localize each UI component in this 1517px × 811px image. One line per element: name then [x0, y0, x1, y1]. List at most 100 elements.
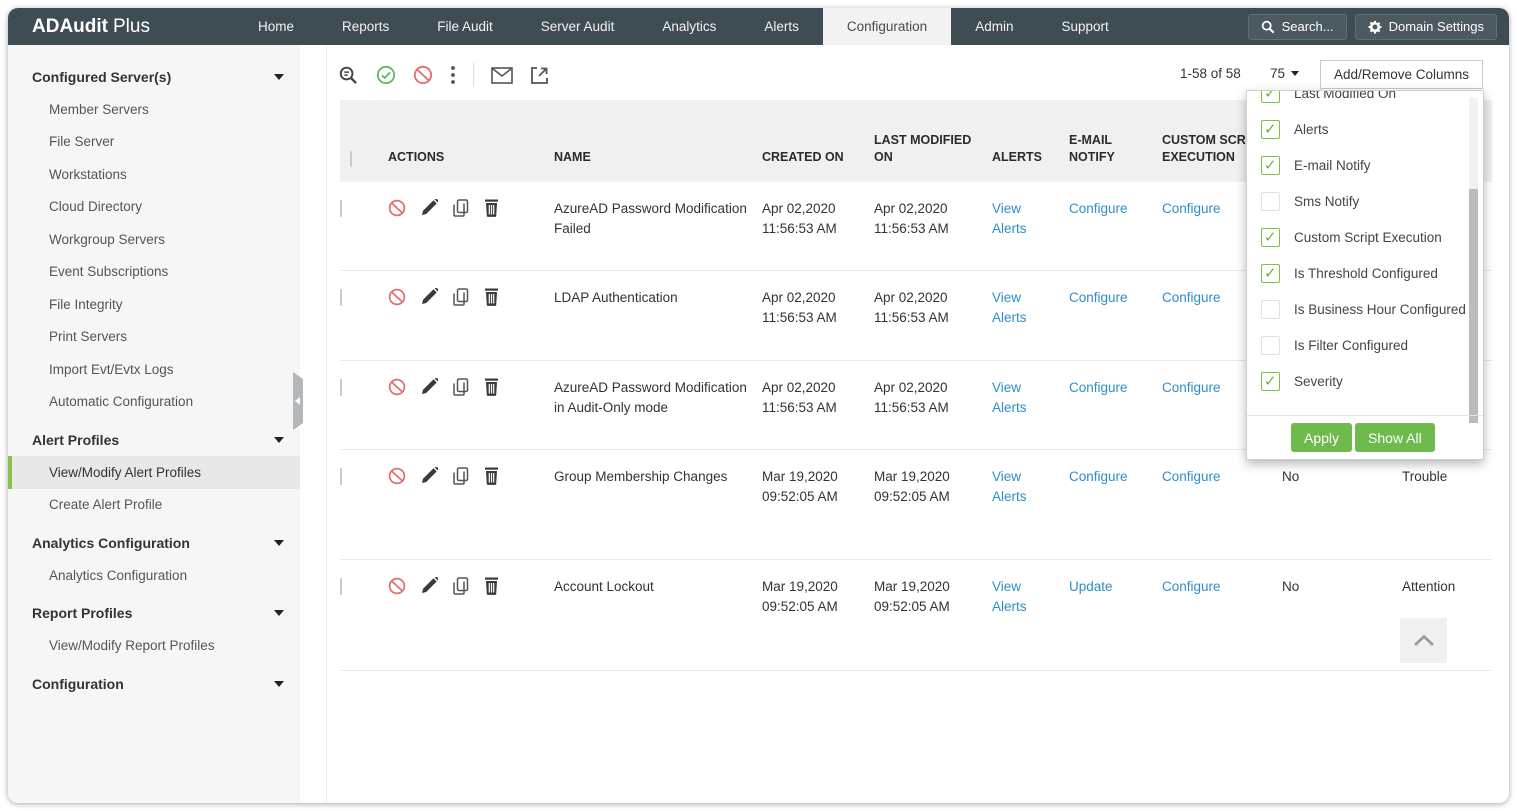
- sidebar-item-import-evt-logs[interactable]: Import Evt/Evtx Logs: [49, 361, 174, 377]
- column-option-last-modified-on[interactable]: Last Modified On: [1247, 91, 1483, 111]
- nav-item-admin[interactable]: Admin: [975, 19, 1014, 34]
- custom-script-link[interactable]: Configure: [1162, 290, 1221, 305]
- checkbox-icon[interactable]: [1261, 335, 1280, 355]
- disable-icon[interactable]: [388, 378, 406, 396]
- row-checkbox[interactable]: [340, 200, 342, 217]
- view-alerts-link[interactable]: View Alerts: [992, 380, 1027, 416]
- advanced-search-icon[interactable]: [338, 65, 359, 86]
- domain-settings-button[interactable]: Domain Settings: [1354, 13, 1497, 40]
- sidebar-item-workgroup-servers[interactable]: Workgroup Servers: [49, 231, 166, 247]
- checkbox-icon[interactable]: [1261, 227, 1280, 247]
- disable-icon[interactable]: [388, 199, 406, 217]
- nav-item-support[interactable]: Support: [1061, 19, 1109, 34]
- disable-alert-icon[interactable]: [413, 65, 433, 85]
- view-alerts-link[interactable]: View Alerts: [992, 579, 1027, 615]
- custom-script-link[interactable]: Configure: [1162, 201, 1221, 216]
- checkbox-icon[interactable]: [1261, 91, 1280, 103]
- checkbox-icon[interactable]: [1261, 155, 1280, 175]
- row-checkbox[interactable]: [340, 289, 342, 306]
- copy-icon[interactable]: [453, 467, 469, 485]
- column-option-alerts[interactable]: Alerts: [1247, 111, 1483, 147]
- delete-icon[interactable]: [484, 577, 499, 595]
- scroll-to-top-button[interactable]: [1400, 618, 1447, 663]
- edit-icon[interactable]: [421, 378, 438, 395]
- sidebar-item-file-server[interactable]: File Server: [49, 134, 115, 150]
- edit-icon[interactable]: [421, 577, 438, 594]
- checkbox-icon[interactable]: [1261, 119, 1280, 139]
- email-notify-link[interactable]: Update: [1069, 579, 1113, 594]
- checkbox-icon[interactable]: [1261, 191, 1280, 211]
- edit-icon[interactable]: [421, 199, 438, 216]
- row-checkbox[interactable]: [340, 578, 342, 595]
- add-remove-columns-button[interactable]: Add/Remove Columns: [1320, 60, 1483, 89]
- sidebar-section-alert-profiles[interactable]: Alert Profiles: [8, 423, 300, 456]
- disable-icon[interactable]: [388, 577, 406, 595]
- disable-icon[interactable]: [388, 467, 406, 485]
- delete-icon[interactable]: [484, 288, 499, 306]
- sidebar-item-create-alert-profile[interactable]: Create Alert Profile: [49, 497, 163, 513]
- show-all-button[interactable]: Show All: [1355, 423, 1435, 452]
- row-checkbox[interactable]: [340, 379, 342, 396]
- custom-script-link[interactable]: Configure: [1162, 469, 1221, 484]
- nav-item-file-audit[interactable]: File Audit: [437, 19, 493, 34]
- checkbox-icon[interactable]: [1261, 299, 1280, 319]
- email-notify-link[interactable]: Configure: [1069, 201, 1128, 216]
- checkbox-icon[interactable]: [1261, 371, 1280, 391]
- sidebar-section-configuration[interactable]: Configuration: [8, 667, 300, 700]
- more-options-icon[interactable]: [450, 65, 456, 85]
- custom-script-link[interactable]: Configure: [1162, 380, 1221, 395]
- sidebar-collapse-handle[interactable]: [293, 372, 303, 430]
- column-option-is-threshold-configured[interactable]: Is Threshold Configured: [1247, 255, 1483, 291]
- copy-icon[interactable]: [453, 199, 469, 217]
- edit-icon[interactable]: [421, 467, 438, 484]
- column-option-is-filter-configured[interactable]: Is Filter Configured: [1247, 327, 1483, 363]
- column-option-sms-notify[interactable]: Sms Notify: [1247, 183, 1483, 219]
- email-notify-link[interactable]: Configure: [1069, 290, 1128, 305]
- enable-alert-icon[interactable]: [376, 65, 396, 85]
- sidebar-section-configured-servers[interactable]: Configured Server(s): [8, 60, 300, 93]
- column-option-is-business-hour-configured[interactable]: Is Business Hour Configured: [1247, 291, 1483, 327]
- sidebar-item-event-subscriptions[interactable]: Event Subscriptions: [49, 264, 169, 280]
- sidebar-item-file-integrity[interactable]: File Integrity: [49, 296, 123, 312]
- custom-script-link[interactable]: Configure: [1162, 579, 1221, 594]
- nav-item-analytics[interactable]: Analytics: [662, 19, 717, 34]
- sidebar-item-member-servers[interactable]: Member Servers: [49, 101, 149, 117]
- delete-icon[interactable]: [484, 467, 499, 485]
- nav-item-reports[interactable]: Reports: [341, 19, 390, 34]
- row-checkbox[interactable]: [340, 468, 342, 485]
- export-icon[interactable]: [530, 66, 549, 85]
- sidebar-item-view-modify-alert-profiles[interactable]: View/Modify Alert Profiles: [8, 456, 300, 489]
- select-all-checkbox[interactable]: [350, 151, 352, 168]
- sidebar-item-print-servers[interactable]: Print Servers: [49, 329, 128, 345]
- copy-icon[interactable]: [453, 288, 469, 306]
- copy-icon[interactable]: [453, 378, 469, 396]
- view-alerts-link[interactable]: View Alerts: [992, 290, 1027, 326]
- sidebar-item-analytics-configuration[interactable]: Analytics Configuration: [49, 567, 188, 583]
- column-option-severity[interactable]: Severity: [1247, 363, 1483, 399]
- sidebar-section-report-profiles[interactable]: Report Profiles: [8, 597, 300, 630]
- page-size-dropdown[interactable]: 75: [1270, 66, 1299, 81]
- view-alerts-link[interactable]: View Alerts: [992, 469, 1027, 505]
- sidebar-item-workstations[interactable]: Workstations: [49, 166, 127, 182]
- sidebar-item-cloud-directory[interactable]: Cloud Directory: [49, 199, 143, 215]
- disable-icon[interactable]: [388, 288, 406, 306]
- nav-item-configuration[interactable]: Configuration: [822, 8, 952, 45]
- global-search[interactable]: Search...: [1247, 13, 1347, 40]
- sidebar-section-analytics-configuration[interactable]: Analytics Configuration: [8, 526, 300, 559]
- email-notify-link[interactable]: Configure: [1069, 469, 1128, 484]
- delete-icon[interactable]: [484, 199, 499, 217]
- apply-button[interactable]: Apply: [1291, 423, 1353, 452]
- column-option-email-notify[interactable]: E-mail Notify: [1247, 147, 1483, 183]
- sidebar-item-automatic-configuration[interactable]: Automatic Configuration: [49, 394, 194, 410]
- nav-item-alerts[interactable]: Alerts: [764, 19, 799, 34]
- email-notify-link[interactable]: Configure: [1069, 380, 1128, 395]
- panel-scrollbar-thumb[interactable]: [1469, 189, 1478, 423]
- sidebar-item-view-modify-report-profiles[interactable]: View/Modify Report Profiles: [49, 638, 215, 654]
- view-alerts-link[interactable]: View Alerts: [992, 201, 1027, 237]
- delete-icon[interactable]: [484, 378, 499, 396]
- column-option-custom-script-execution[interactable]: Custom Script Execution: [1247, 219, 1483, 255]
- nav-item-server-audit[interactable]: Server Audit: [540, 19, 615, 34]
- edit-icon[interactable]: [421, 288, 438, 305]
- email-icon[interactable]: [491, 66, 513, 84]
- copy-icon[interactable]: [453, 577, 469, 595]
